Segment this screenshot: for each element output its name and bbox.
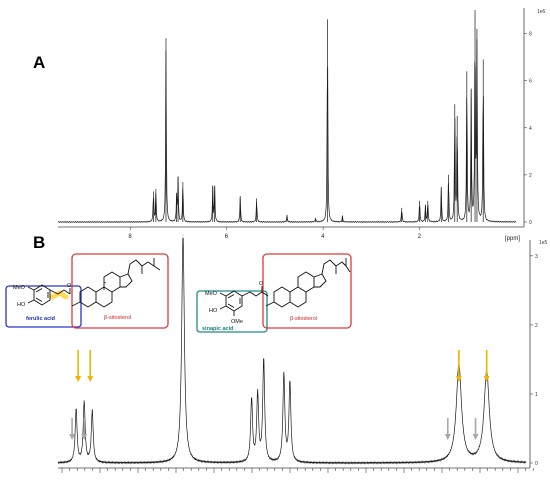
sinapic-sitosterol-structure: MeO HO OMe O sinapic acid β-sitosterol <box>196 253 352 333</box>
ferulic-chain-icon <box>49 288 71 295</box>
panel-a-x-tick-label: 6 <box>225 234 229 240</box>
ferulic-o-text: O <box>67 283 72 289</box>
spectrum-b-peak <box>289 381 291 383</box>
gray-arrowhead-icon <box>472 434 479 440</box>
spectrum-b-peak <box>263 359 265 360</box>
panel-a-x-tick-label: 2 <box>418 234 422 240</box>
panel-b-y-tick-label: 0 <box>535 461 538 467</box>
sitosterol-skeleton-1-icon <box>71 258 161 308</box>
gold-arrowhead-icon <box>75 376 82 382</box>
sinapic-chain-icon <box>241 286 269 297</box>
gold-arrowhead-icon <box>87 376 94 382</box>
gray-arrowhead-icon <box>444 434 451 440</box>
panel-b-label: B <box>33 233 45 252</box>
sinapic-acid-box <box>196 290 268 333</box>
spectrum-b-peak <box>182 234 184 236</box>
panel-a-y-tick-label: 8 <box>529 32 532 38</box>
ferulic-ring-bonds-icon <box>35 288 49 302</box>
sinapic-ring-bonds-icon <box>227 294 241 308</box>
sitosterol-label-1: β-sitosterol <box>104 315 131 321</box>
panel-b: B 0 1 2 3 1e5 <box>33 233 548 473</box>
panel-a-y-tick-label: 0 <box>529 220 532 226</box>
panel-b-y-tick-label: 2 <box>535 323 538 329</box>
panel-b-y-unit: 1e5 <box>539 240 548 246</box>
panel-a-y-tick-label: 6 <box>529 79 532 85</box>
spectrum-a-line <box>57 39 517 223</box>
spectrum-b-arrows <box>69 350 490 440</box>
gray-arrowhead-icon <box>69 434 76 440</box>
spectrum-b-peak <box>83 401 85 403</box>
panel-a-y-tick-label: 2 <box>529 173 532 179</box>
spectrum-b-peak <box>283 374 285 375</box>
panel-a-label: A <box>33 53 45 72</box>
sinapic-o-text: O <box>259 281 264 287</box>
sinapic-ho-text: HO <box>209 308 218 314</box>
panel-a-y-unit: 1e6 <box>537 9 546 15</box>
panel-b-x-ticks <box>61 468 534 473</box>
panel-a-x-ticks: 8 6 4 2 <box>128 227 422 240</box>
ferulic-meo-text: MeO <box>13 285 26 291</box>
spectrum-b-peak <box>251 399 252 400</box>
ferulic-sitosterol-structure: MeO HO O ferulic acid β-sitosterol <box>5 253 169 329</box>
panel-a: A 8 6 4 2 0 2 4 6 8 [ppm] 1e6 <box>33 8 546 242</box>
ferulic-acid-label: ferulic acid <box>26 316 55 322</box>
panel-a-y-tick-label: 4 <box>529 126 532 132</box>
sitosterol-skeleton-2-icon <box>265 258 351 308</box>
sinapic-meo-text: MeO <box>205 291 218 297</box>
gold-arrowhead-icon <box>483 376 490 382</box>
sinapic-ome-text: OMe <box>231 319 243 325</box>
panel-a-x-tick-label: 4 <box>321 234 325 240</box>
sinapic-substituents-icon <box>219 292 235 316</box>
ferulic-substituents-icon <box>27 286 35 304</box>
panel-b-y-tick-label: 3 <box>535 254 538 260</box>
spectrum-a-peaks <box>153 10 484 222</box>
sinapic-acid-label: sinapic acid <box>202 326 234 332</box>
sitosterol-box-1 <box>71 253 169 329</box>
gray-arrowhead-icon <box>81 434 88 440</box>
panel-a-x-unit: [ppm] <box>505 236 520 242</box>
spectrum-b-line <box>57 237 527 465</box>
spectrum-b-peak <box>257 394 259 396</box>
panel-a-y-ticks: 0 2 4 6 8 <box>524 32 532 226</box>
gold-arrowhead-icon <box>455 376 462 382</box>
panel-a-x-tick-label: 8 <box>128 234 132 240</box>
ferulic-ho-text: HO <box>17 302 26 308</box>
spectrum-b-peak <box>91 410 93 412</box>
panel-b-y-ticks: 0 1 2 3 <box>530 254 538 467</box>
sitosterol-box-2 <box>262 253 352 329</box>
sitosterol-label-2: β-sitosterol <box>290 316 317 322</box>
panel-b-y-tick-label: 1 <box>535 392 538 398</box>
spectrum-b-peak <box>75 408 77 410</box>
